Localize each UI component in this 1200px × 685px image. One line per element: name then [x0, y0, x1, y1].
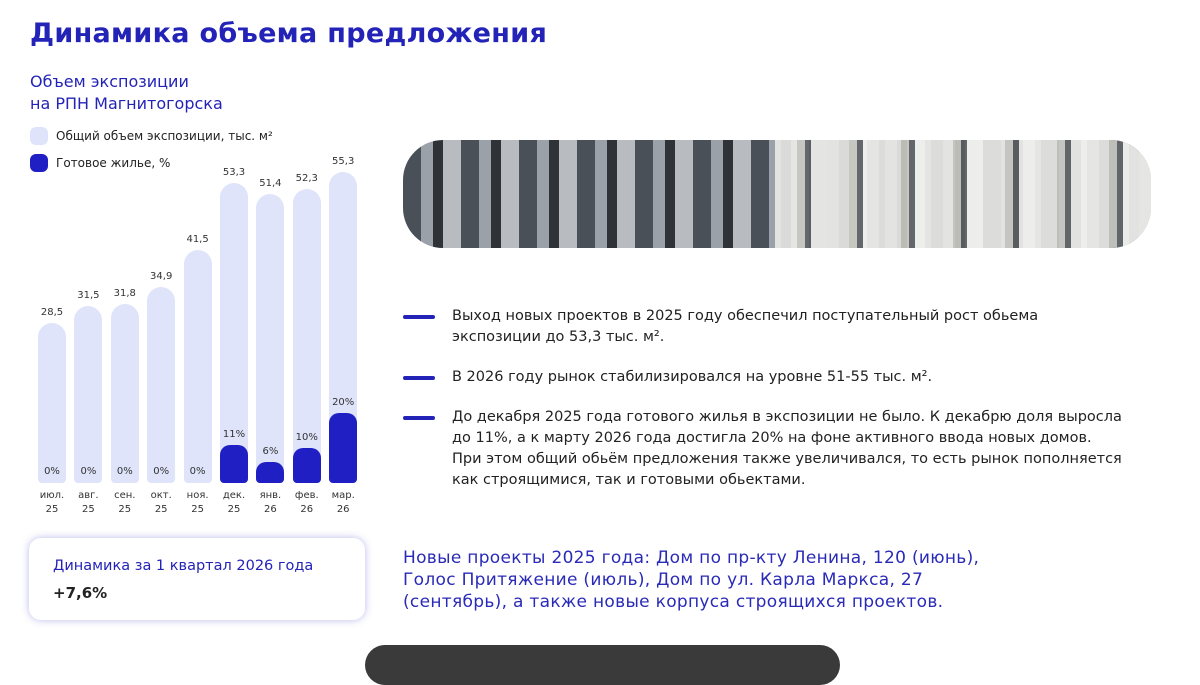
- slide-title: Динамика объема предложения: [30, 18, 548, 49]
- footnote-line: (сентябрь), а также новые корпуса строящ…: [403, 592, 944, 612]
- value-label: 41,5: [186, 233, 209, 245]
- bar: [292, 448, 321, 483]
- legend-label: Общий объем экспозиции, тыс. м²: [56, 129, 273, 143]
- bottom-shape: [365, 645, 840, 685]
- bullet-text: При этом общий обьём предложения также у…: [452, 451, 1122, 467]
- value-label: 0%: [153, 466, 170, 477]
- value-label: 31,8: [113, 288, 136, 300]
- x-tick-label: июл. 25: [39, 490, 65, 515]
- value-label: 6%: [262, 446, 279, 457]
- chart-title: на РПН Магнитогорска: [30, 94, 223, 113]
- bar: [74, 305, 103, 483]
- bar: [220, 444, 248, 483]
- x-tick-label: фев. 26: [294, 490, 319, 515]
- x-tick-label: ноя. 25: [186, 490, 209, 515]
- x-tick-label: мар. 26: [331, 490, 355, 515]
- bullet-text: В 2026 году рынок стабилизировался на ур…: [452, 369, 933, 385]
- bullet-text: экспозиции до 53,3 тыс. м².: [452, 329, 665, 345]
- value-label: 51,4: [259, 178, 282, 190]
- value-label: 34,9: [150, 270, 173, 282]
- x-tick-label: окт. 25: [150, 490, 172, 515]
- value-label: 28,5: [40, 306, 64, 318]
- bullet-marker: [403, 315, 435, 319]
- value-label: 55,3: [332, 156, 355, 168]
- bullet-text: Выход новых проектов в 2025 году обеспеч…: [452, 308, 1039, 324]
- summary-label: Динамика за 1 квартал 2026 года: [53, 558, 314, 574]
- footnote-line: Голос Притяжение (июль), Дом по ул. Карл…: [403, 570, 924, 590]
- bar: [329, 413, 358, 483]
- bar: [256, 194, 285, 483]
- x-tick-label: сен. 25: [114, 490, 136, 515]
- bar: [147, 286, 176, 483]
- value-label: 0%: [44, 466, 60, 477]
- value-label: 11%: [222, 428, 246, 440]
- slide: Динамика объема предложения Объем экспоз…: [29, 18, 1151, 685]
- bullet-text: До декабря 2025 года готового жилья в эк…: [452, 409, 1122, 425]
- legend-swatch: [30, 127, 48, 145]
- value-label: 0%: [189, 466, 206, 477]
- summary-card: Динамика за 1 квартал 2026 года +7,6%: [29, 538, 365, 620]
- x-tick-label: янв. 26: [259, 490, 282, 515]
- value-label: 52,3: [295, 173, 318, 185]
- bar: [110, 304, 139, 483]
- value-label: 0%: [80, 466, 97, 477]
- bar: [220, 183, 248, 483]
- bar: [256, 462, 285, 483]
- bullet-marker: [403, 416, 435, 420]
- value-label: 20%: [332, 397, 355, 408]
- x-tick-label: авг. 25: [78, 490, 99, 515]
- bar: [292, 189, 321, 483]
- bullet-text: как строящимися, так и готовыми обьектам…: [452, 472, 806, 488]
- bar: [183, 249, 212, 483]
- x-tick-label: дек. 25: [222, 490, 246, 515]
- summary-value: +7,6%: [53, 584, 108, 602]
- legend-label: Готовое жилье, %: [56, 156, 171, 170]
- chart-title: Объем экспозиции: [30, 72, 189, 91]
- value-label: 0%: [116, 466, 133, 477]
- bar: [38, 322, 66, 483]
- bullet-marker: [403, 376, 435, 380]
- bullet-text: до 11%, а к марту 2026 года достигла 20%…: [452, 430, 1092, 446]
- footnote: Новые проекты 2025 года: Дом по пр-кту Л…: [403, 547, 979, 613]
- building-photo: [775, 140, 1151, 248]
- footnote-line: Новые проекты 2025 года: Дом по пр-кту Л…: [403, 548, 980, 568]
- value-label: 53,3: [222, 167, 246, 179]
- legend-swatch: [30, 154, 48, 172]
- value-label: 31,5: [77, 289, 100, 301]
- value-label: 10%: [295, 432, 318, 443]
